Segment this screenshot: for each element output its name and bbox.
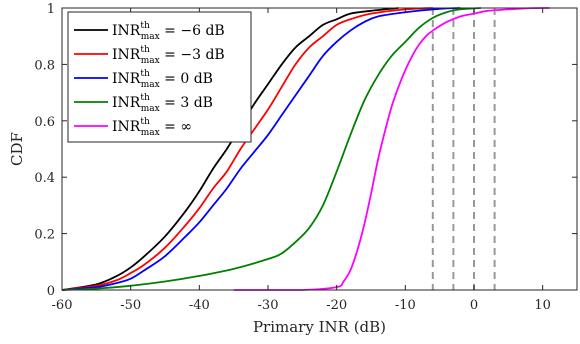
- x-tick-label: -50: [120, 298, 141, 313]
- legend-label-3: INRth max = 3 dB: [112, 93, 213, 114]
- legend-label-1: INRth max = −3 dB: [112, 45, 225, 66]
- legend-label-4: INRth max = ∞: [112, 117, 192, 138]
- y-tick-label: 0.4: [34, 171, 55, 186]
- legend-label-0: INRth max = −6 dB: [112, 21, 225, 42]
- legend-label-2: INRth max = 0 dB: [112, 69, 213, 90]
- x-ticks: -60 -50 -40 -30 -20 -10 0 10: [52, 8, 551, 313]
- axes: [61, 7, 578, 291]
- y-axis-label: CDF: [8, 132, 26, 166]
- x-tick-label: -30: [258, 298, 279, 313]
- x-tick-label: -20: [326, 298, 347, 313]
- y-tick-label: 0: [47, 284, 55, 299]
- legend: INRth max = −6 dB INRth max = −3 dB INRth max…: [67, 11, 252, 143]
- legend-box: [67, 11, 252, 143]
- x-tick-label: -60: [52, 298, 73, 313]
- series-line-3: [61, 7, 481, 291]
- y-ticks: 0 0.2 0.4 0.6 0.8 1: [34, 2, 577, 299]
- axes-box: [61, 7, 578, 291]
- x-tick-label: -40: [189, 298, 210, 313]
- y-tick-label: 0.6: [34, 115, 55, 130]
- x-tick-label: 0: [470, 298, 478, 313]
- y-tick-label: 0.8: [34, 58, 55, 73]
- y-tick-label: 0.2: [34, 228, 55, 243]
- y-tick-label: 1: [47, 2, 55, 17]
- x-axis-label: Primary INR (dB): [253, 318, 386, 336]
- series-line-2: [61, 7, 461, 291]
- x-tick-label: -10: [395, 298, 416, 313]
- series-line-4: [233, 7, 550, 291]
- x-tick-label: 10: [534, 298, 551, 313]
